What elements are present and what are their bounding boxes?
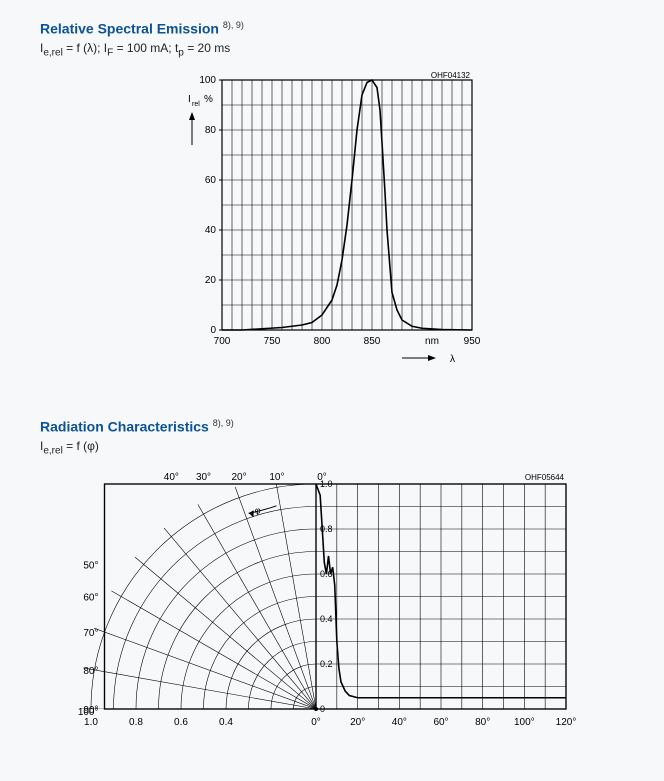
svg-text:20: 20	[205, 275, 217, 286]
svg-text:nm: nm	[425, 336, 439, 347]
svg-text:10°: 10°	[269, 472, 284, 483]
svg-text:I: I	[188, 94, 191, 105]
svg-text:50°: 50°	[83, 560, 98, 571]
svg-text:40: 40	[205, 225, 217, 236]
svg-text:750: 750	[264, 336, 281, 347]
svg-text:950: 950	[464, 336, 481, 347]
chart2-title: Radiation Characteristics 8), 9)	[40, 418, 624, 435]
chart2-subtitle: Ie,rel = f (φ)	[40, 439, 624, 456]
chart1-title-text: Relative Spectral Emission	[40, 21, 219, 37]
svg-text:100: 100	[199, 75, 216, 86]
svg-text:0: 0	[210, 325, 216, 336]
svg-text:700: 700	[214, 336, 231, 347]
svg-text:60: 60	[205, 175, 217, 186]
svg-text:OHF04132: OHF04132	[431, 71, 471, 80]
svg-text:800: 800	[314, 336, 331, 347]
radiation-characteristics-section: Radiation Characteristics 8), 9) Ie,rel …	[40, 418, 624, 761]
spectral-emission-section: Relative Spectral Emission 8), 9) Ie,rel…	[40, 20, 624, 378]
svg-text:120°: 120°	[556, 717, 577, 728]
svg-text:80°: 80°	[83, 666, 98, 677]
svg-text:40°: 40°	[164, 472, 179, 483]
svg-text:60°: 60°	[433, 717, 448, 728]
svg-text:%: %	[204, 94, 213, 105]
chart1-subtitle: Ie,rel = f (λ); IF = 100 mA; tp = 20 ms	[40, 41, 624, 58]
svg-text:0°: 0°	[311, 717, 321, 728]
chart1-title-sup: 8), 9)	[223, 20, 244, 30]
svg-text:20°: 20°	[231, 472, 246, 483]
svg-text:30°: 30°	[196, 472, 211, 483]
svg-text:40°: 40°	[392, 717, 407, 728]
svg-text:80°: 80°	[475, 717, 490, 728]
chart1-title: Relative Spectral Emission 8), 9)	[40, 20, 624, 37]
chart2-title-text: Radiation Characteristics	[40, 419, 209, 435]
chart2-container: 40°30°20°10°0°50°60°70°80°90°100°1.00.80…	[40, 466, 624, 761]
svg-text:70°: 70°	[83, 628, 98, 639]
svg-text:0.4: 0.4	[219, 717, 233, 728]
chart1-svg: 0 20 40 60 80 100 700 750 800 850 950 nm Irel% λ OHF04…	[162, 68, 502, 378]
svg-text:80: 80	[205, 125, 217, 136]
svg-text:0.8: 0.8	[129, 717, 143, 728]
svg-text:0.6: 0.6	[174, 717, 188, 728]
svg-text:60°: 60°	[83, 593, 98, 604]
svg-text:rel: rel	[192, 101, 200, 108]
svg-text:λ: λ	[450, 354, 455, 365]
chart2-svg: 40°30°20°10°0°50°60°70°80°90°100°1.00.80…	[40, 466, 620, 756]
chart2-title-sup: 8), 9)	[213, 418, 234, 428]
svg-text:1.0: 1.0	[84, 717, 98, 728]
svg-text:OHF05644: OHF05644	[525, 473, 565, 482]
svg-text:20°: 20°	[350, 717, 365, 728]
svg-text:850: 850	[364, 336, 381, 347]
chart1-container: 0 20 40 60 80 100 700 750 800 850 950 nm Irel% λ OHF04…	[40, 68, 624, 378]
svg-text:φ: φ	[255, 506, 261, 516]
svg-text:100°: 100°	[514, 717, 535, 728]
